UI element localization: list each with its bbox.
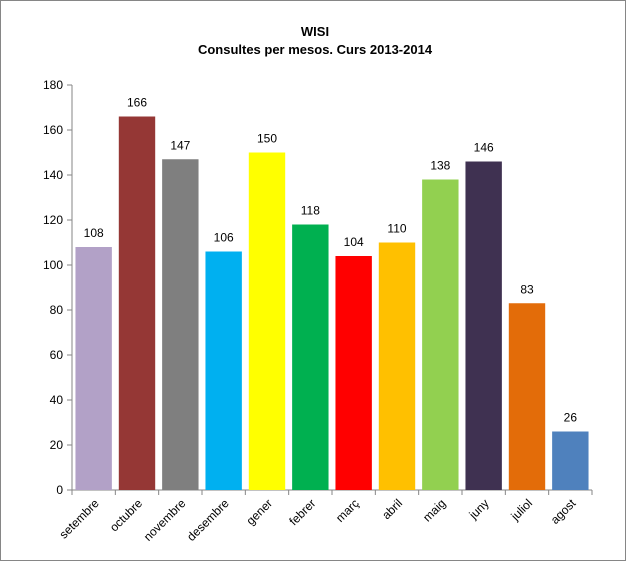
x-tick-label: març bbox=[333, 496, 362, 525]
x-tick-label: agost bbox=[548, 496, 579, 527]
bar-març bbox=[335, 256, 372, 490]
x-tick-label: desembre bbox=[184, 496, 232, 544]
data-label: 147 bbox=[170, 138, 190, 152]
bar-juny bbox=[465, 161, 502, 490]
chart-title: WISI bbox=[301, 24, 329, 39]
bar-maig bbox=[422, 179, 459, 490]
x-tick-label: novembre bbox=[141, 496, 189, 544]
y-tick-label: 140 bbox=[43, 168, 63, 182]
x-tick-label: setembre bbox=[57, 496, 103, 542]
x-tick-label: febrer bbox=[286, 496, 318, 528]
x-tick-label: juliol bbox=[508, 496, 536, 524]
chart-subtitle: Consultes per mesos. Curs 2013-2014 bbox=[198, 42, 433, 57]
data-label: 104 bbox=[344, 235, 364, 249]
bar-juliol bbox=[508, 303, 546, 490]
y-tick-label: 80 bbox=[50, 303, 64, 317]
bar-gener bbox=[248, 152, 286, 490]
data-label: 110 bbox=[387, 222, 406, 236]
y-tick-label: 40 bbox=[50, 393, 64, 407]
y-tick-label: 180 bbox=[43, 78, 63, 92]
bar-abril bbox=[378, 242, 416, 490]
data-label: 108 bbox=[84, 226, 104, 240]
x-tick-label: juny bbox=[466, 496, 492, 522]
y-tick-label: 0 bbox=[56, 483, 63, 497]
bar-agost bbox=[552, 431, 589, 490]
data-label: 118 bbox=[301, 204, 320, 218]
data-label: 146 bbox=[474, 141, 494, 155]
x-tick-label: octubre bbox=[107, 496, 145, 534]
bar-setembre bbox=[75, 247, 112, 490]
y-tick-label: 60 bbox=[50, 348, 64, 362]
x-tick-label: gener bbox=[244, 496, 276, 528]
bar-febrer bbox=[292, 224, 329, 490]
y-tick-label: 20 bbox=[50, 438, 64, 452]
data-label: 138 bbox=[430, 159, 450, 173]
data-label: 26 bbox=[564, 411, 578, 425]
data-label: 166 bbox=[127, 96, 147, 110]
bar-novembre bbox=[162, 159, 199, 490]
data-label: 83 bbox=[520, 282, 534, 296]
data-label: 150 bbox=[257, 132, 277, 146]
y-tick-label: 100 bbox=[43, 258, 63, 272]
y-tick-label: 160 bbox=[43, 123, 63, 137]
x-tick-label: abril bbox=[379, 496, 405, 522]
bar-octubre bbox=[118, 116, 156, 490]
x-tick-label: maig bbox=[420, 496, 448, 524]
data-label: 106 bbox=[214, 231, 234, 245]
y-tick-label: 120 bbox=[43, 213, 63, 227]
bar-desembre bbox=[205, 251, 242, 490]
plot-area: 0 20 40 60 80 100 120 140 160 180 108 setembre 166 oc… bbox=[43, 78, 593, 544]
